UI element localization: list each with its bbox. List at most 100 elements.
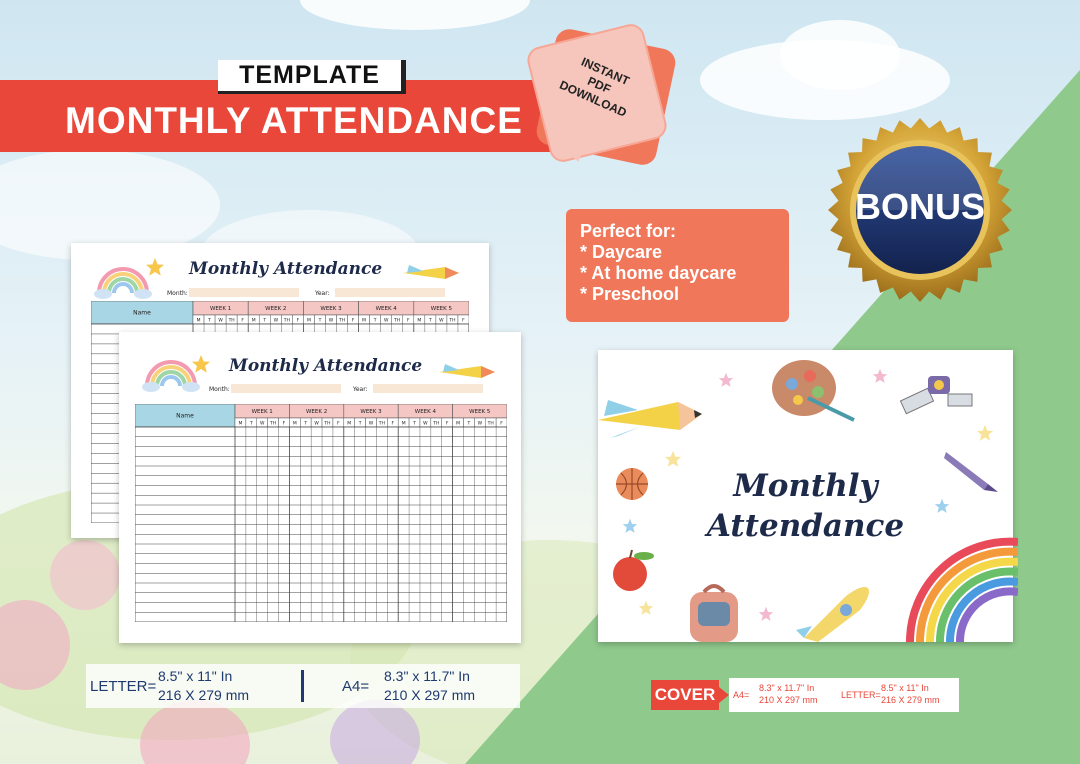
name-header-text: Name: [176, 413, 194, 420]
template-tag: TEMPLATE: [218, 60, 406, 94]
cover-letter-in: 8.5" x 11" In: [881, 683, 929, 693]
day-header-text: W: [329, 318, 334, 324]
week-header-text: WEEK 2: [265, 306, 286, 312]
pencil-rocket-icon: [403, 265, 459, 279]
cover-title: Monthly Attendance: [598, 466, 1013, 546]
month-label: Month:: [167, 290, 188, 297]
perfect-for-item: * Daycare: [580, 242, 663, 262]
star-icon: [872, 368, 888, 383]
star-icon: [638, 600, 654, 615]
pencil-rocket-icon: [598, 400, 702, 438]
day-header-text: W: [314, 421, 319, 427]
letter-label: LETTER=: [90, 678, 157, 695]
apple-icon: [613, 549, 654, 591]
cover-page: Monthly Attendance: [598, 350, 1018, 642]
rainbow-icon: [142, 360, 200, 392]
day-header-text: F: [500, 421, 503, 427]
day-header-text: T: [207, 318, 211, 324]
letter-size-mm: 216 X 279 mm: [158, 687, 250, 703]
day-header-text: T: [358, 421, 362, 427]
cloud: [0, 150, 220, 260]
day-header-text: M: [307, 318, 311, 324]
week-header-text: WEEK 5: [431, 306, 453, 312]
day-header-text: F: [462, 318, 465, 324]
flower: [140, 700, 250, 764]
cover-tag-arrow: [719, 687, 729, 703]
day-header-text: M: [347, 421, 351, 427]
cover-letter-mm: 216 X 279 mm: [881, 695, 940, 705]
a4-label: A4=: [342, 678, 370, 695]
day-header-text: T: [373, 318, 377, 324]
star-icon: [758, 606, 774, 621]
day-header-text: TH: [228, 318, 235, 324]
day-header-text: M: [197, 318, 201, 324]
rocket-icon: [796, 587, 869, 642]
month-field: [231, 384, 341, 393]
day-header-text: M: [293, 421, 297, 427]
star-icon: [664, 450, 682, 467]
day-header-text: T: [262, 318, 266, 324]
day-header-text: TH: [487, 421, 494, 427]
perfect-for-box: Perfect for: * Daycare * At home daycare…: [566, 209, 789, 322]
day-header-text: M: [362, 318, 366, 324]
cover-a4-in: 8.3" x 11.7" In: [759, 683, 815, 693]
cover-title-line-1: Monthly: [733, 468, 878, 504]
day-header-text: W: [478, 421, 483, 427]
cover-tag: COVER: [651, 680, 719, 710]
banner-title: MONTHLY ATTENDANCE: [65, 100, 523, 141]
day-header-text: TH: [283, 318, 290, 324]
day-header-text: M: [402, 421, 406, 427]
cover-title-line-2: Attendance: [706, 508, 905, 544]
rainbow-icon: [905, 537, 1018, 642]
year-field: [373, 384, 483, 393]
day-header-text: TH: [338, 318, 345, 324]
day-header-text: F: [446, 421, 449, 427]
backpack-icon: [690, 584, 738, 642]
day-header-text: T: [467, 421, 471, 427]
flower: [0, 600, 70, 690]
day-header-text: T: [249, 421, 253, 427]
day-header-text: M: [456, 421, 460, 427]
flower: [330, 700, 420, 764]
week-header-text: WEEK 3: [360, 409, 382, 415]
day-header-text: F: [337, 421, 340, 427]
month-label: Month:: [209, 386, 230, 393]
star-icon: [718, 372, 734, 387]
rainbow-icon: [94, 267, 152, 299]
day-header-text: F: [407, 318, 410, 324]
day-header-text: W: [384, 318, 389, 324]
crayon-icon: [944, 452, 998, 492]
day-header-text: M: [238, 421, 242, 427]
satellite-icon: [900, 376, 973, 415]
day-header-text: W: [218, 318, 223, 324]
day-header-text: T: [318, 318, 322, 324]
perfect-for-item: * At home daycare: [580, 263, 737, 283]
star-icon: [622, 518, 638, 533]
day-header-text: TH: [432, 421, 439, 427]
star-icon: [192, 355, 210, 373]
day-header-text: W: [423, 421, 428, 427]
day-header-text: F: [352, 318, 355, 324]
pencil-rocket-icon: [439, 364, 495, 378]
day-header-text: TH: [448, 318, 455, 324]
basketball-icon: [616, 468, 648, 500]
week-header-text: WEEK 1: [210, 306, 231, 312]
day-header-text: T: [303, 421, 307, 427]
week-header-text: WEEK 1: [252, 409, 273, 415]
week-header-text: WEEK 3: [320, 306, 342, 312]
day-header-text: F: [297, 318, 300, 324]
paint-palette-icon: [772, 360, 855, 422]
day-header-text: W: [260, 421, 265, 427]
letter-size-in: 8.5" x 11" In: [158, 668, 233, 684]
size-separator: [301, 670, 304, 702]
year-label: Year:: [315, 290, 330, 297]
day-header-text: W: [274, 318, 279, 324]
cover-a4-mm: 210 X 297 mm: [759, 695, 818, 705]
perfect-for-item: * Preschool: [580, 284, 680, 304]
day-header-text: TH: [269, 421, 276, 427]
day-header-text: M: [417, 318, 421, 324]
day-header-text: T: [428, 318, 432, 324]
month-field: [189, 288, 299, 297]
day-header-text: W: [369, 421, 374, 427]
